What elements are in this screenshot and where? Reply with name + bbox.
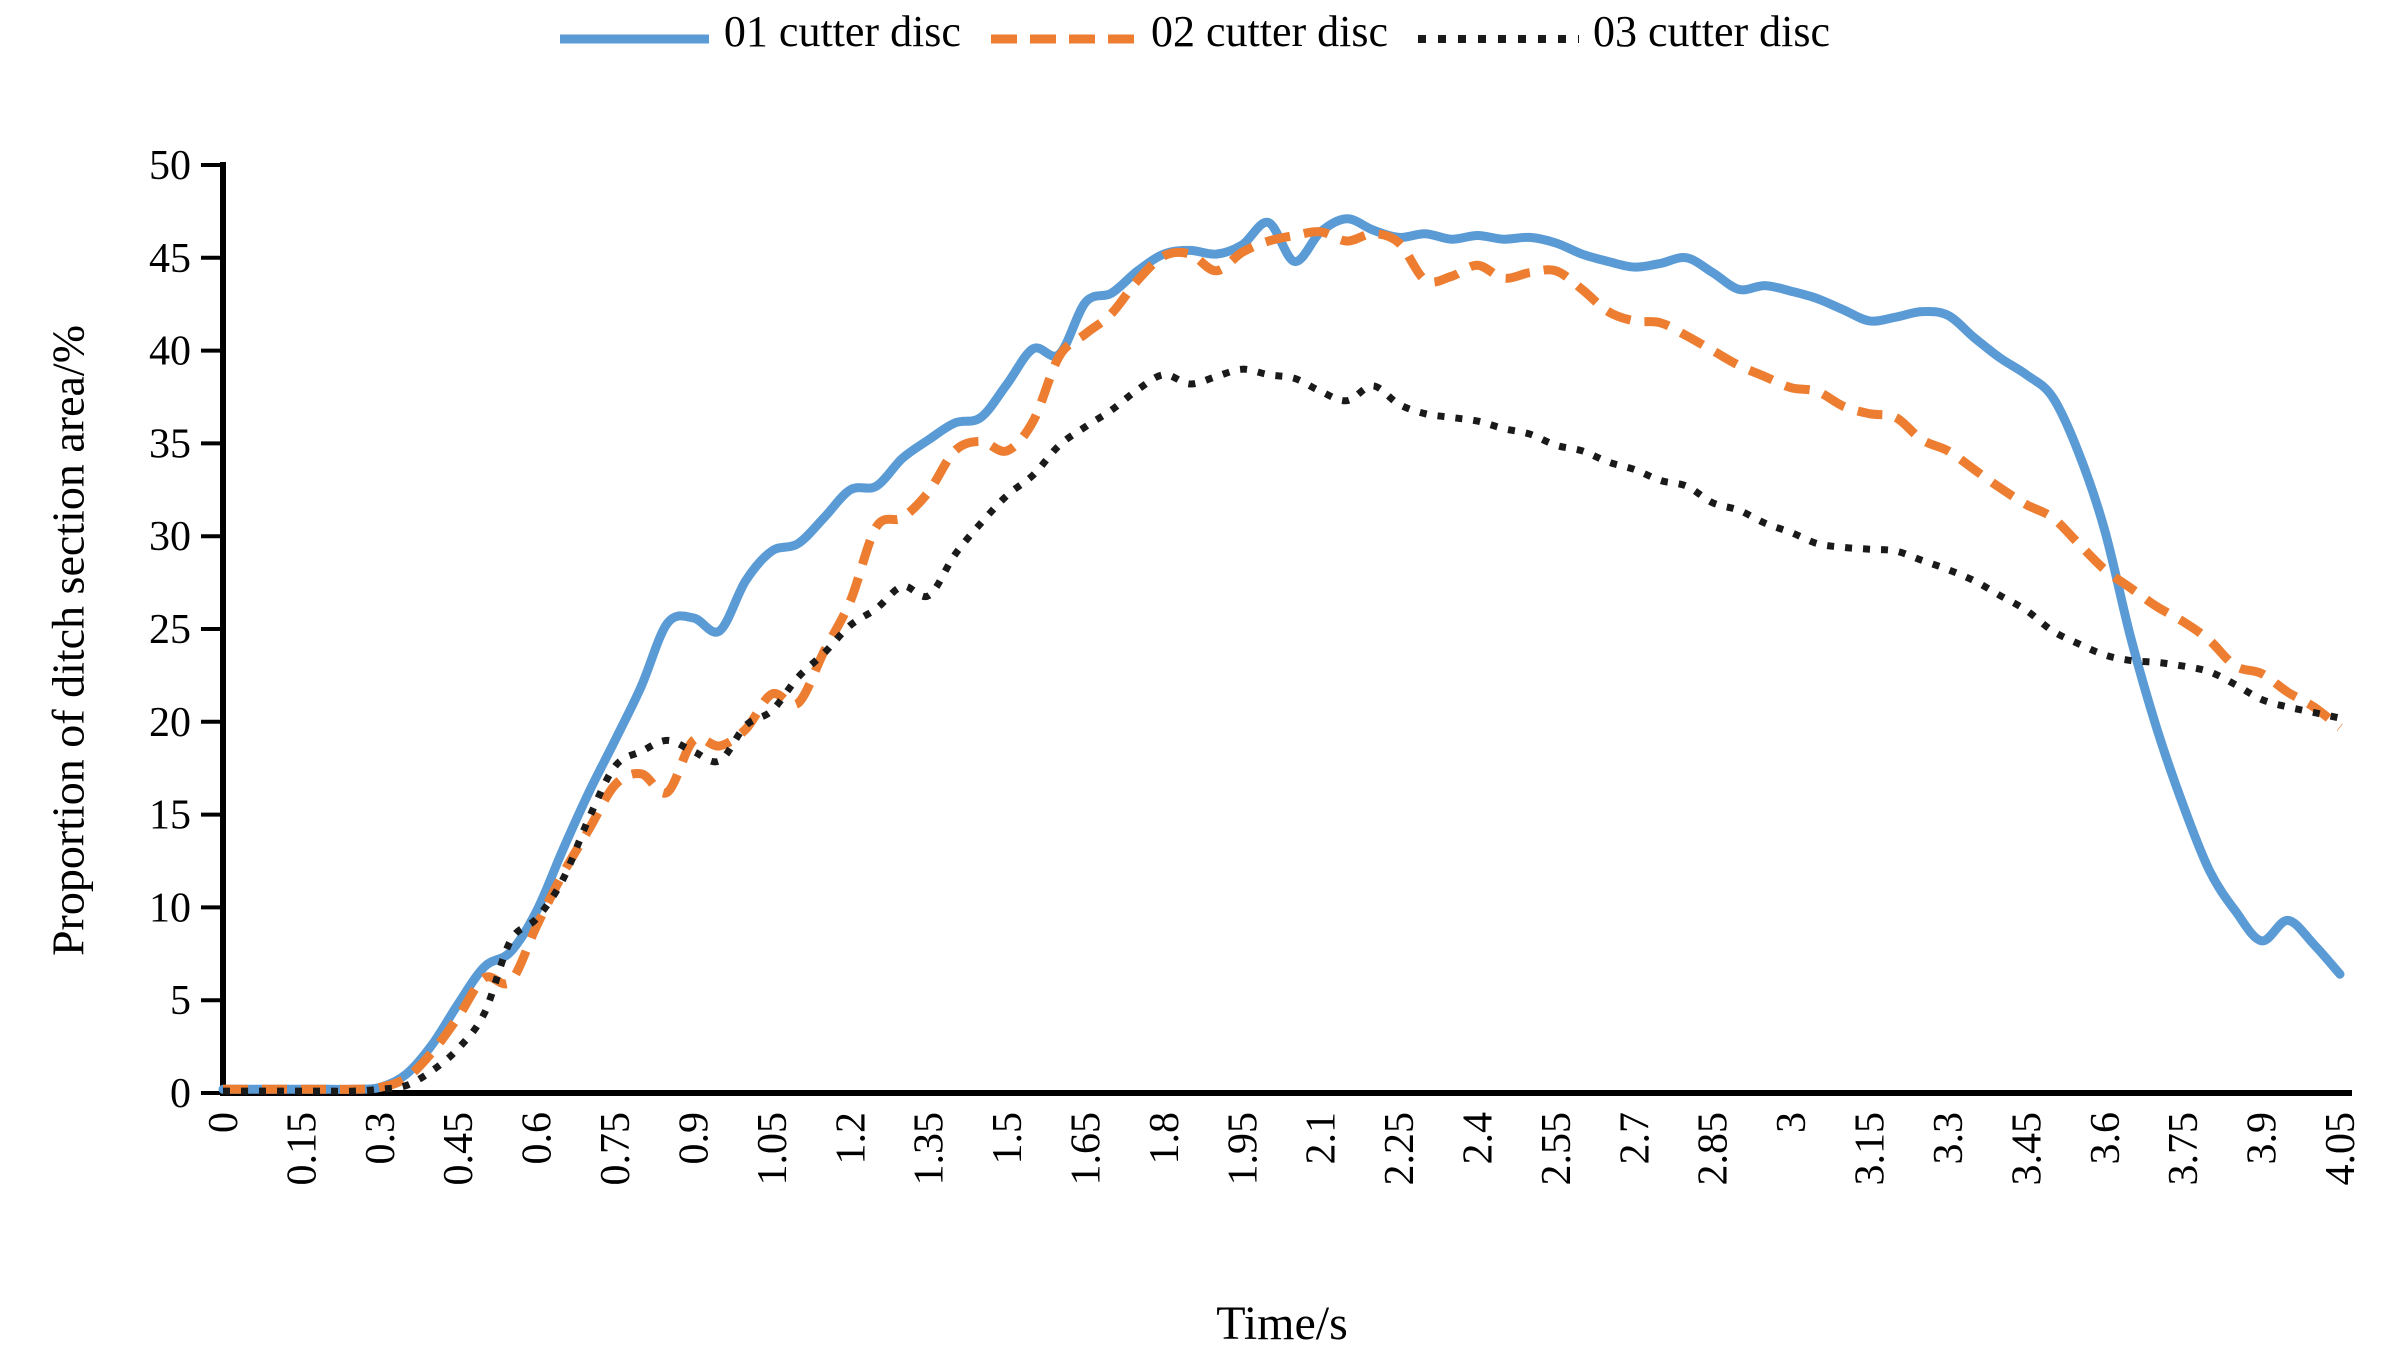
x-tick-label: 2.55 [1534, 1112, 1580, 1186]
y-tick-label: 45 [149, 236, 191, 282]
y-tick-label: 30 [149, 514, 191, 560]
y-axis-title: Proportion of ditch section area/% [42, 324, 94, 957]
x-tick-label: 0.75 [593, 1112, 639, 1186]
series-line-3 [222, 365, 2341, 1095]
legend-item-03: 03 cutter disc [1416, 6, 1830, 57]
x-tick-label: 1.8 [1142, 1112, 1188, 1165]
y-tick-label: 0 [170, 1071, 191, 1117]
x-tick-label: 0 [201, 1112, 247, 1133]
chart-legend: 01 cutter disc 02 cutter disc 03 cutter … [0, 6, 2387, 57]
series-line-2 [223, 227, 2343, 1094]
x-tick-label: 2.85 [1691, 1112, 1737, 1186]
x-tick-label: 0.15 [279, 1112, 325, 1186]
x-tick-label: 1.2 [828, 1112, 874, 1165]
x-tick-label: 1.05 [750, 1112, 796, 1186]
x-tick-label: 0.6 [515, 1112, 561, 1165]
x-tick-label: 3 [1769, 1112, 1815, 1133]
legend-label-03: 03 cutter disc [1593, 7, 1831, 56]
legend-item-02: 02 cutter disc [989, 6, 1388, 57]
x-tick-label: 3.75 [2161, 1112, 2207, 1186]
x-tick-label: 3.15 [1848, 1112, 1894, 1186]
x-tick-label: 2.1 [1299, 1112, 1345, 1165]
y-tick-label: 15 [149, 793, 191, 839]
legend-label-02: 02 cutter disc [1150, 7, 1389, 56]
x-tick-label: 2.7 [1612, 1112, 1658, 1165]
y-tick-label: 5 [170, 978, 191, 1024]
x-tick-label: 3.3 [1926, 1112, 1972, 1165]
x-tick-label: 0.3 [358, 1112, 404, 1165]
legend-line-sample-dashed [989, 6, 1139, 57]
x-tick-label: 2.4 [1456, 1112, 1502, 1165]
dashed-line-icon [990, 34, 1137, 44]
y-tick-label: 35 [149, 421, 191, 467]
x-tick-label: 3.45 [2004, 1112, 2050, 1186]
x-axis-title: Time/s [1216, 1297, 1348, 1350]
x-tick-label: 1.35 [907, 1112, 953, 1186]
x-tick-label: 1.95 [1220, 1112, 1266, 1186]
y-tick-label: 25 [149, 607, 191, 653]
x-tick-label: 3.9 [2240, 1112, 2286, 1165]
series-line-1 [218, 214, 2345, 1094]
x-tick-label: 1.5 [985, 1112, 1031, 1165]
x-tick-label: 2.25 [1377, 1112, 1423, 1186]
x-tick-label: 4.05 [2318, 1112, 2364, 1186]
y-tick-label: 10 [149, 885, 191, 931]
legend-label-01: 01 cutter disc [723, 7, 961, 56]
legend-line-sample-dotted [1416, 6, 1581, 57]
legend-line-sample-solid [557, 6, 712, 57]
y-tick-label: 20 [149, 700, 191, 746]
y-tick-label: 40 [149, 329, 191, 375]
x-tick-label: 0.9 [671, 1112, 717, 1165]
x-tick-label: 1.65 [1064, 1112, 1110, 1186]
dotted-line-icon [1418, 35, 1580, 43]
x-tick-label: 3.6 [2083, 1112, 2129, 1165]
y-tick-label: 50 [149, 143, 191, 189]
solid-line-icon [559, 34, 709, 44]
x-tick-label: 0.45 [436, 1112, 482, 1186]
legend-item-01: 01 cutter disc [557, 6, 961, 57]
